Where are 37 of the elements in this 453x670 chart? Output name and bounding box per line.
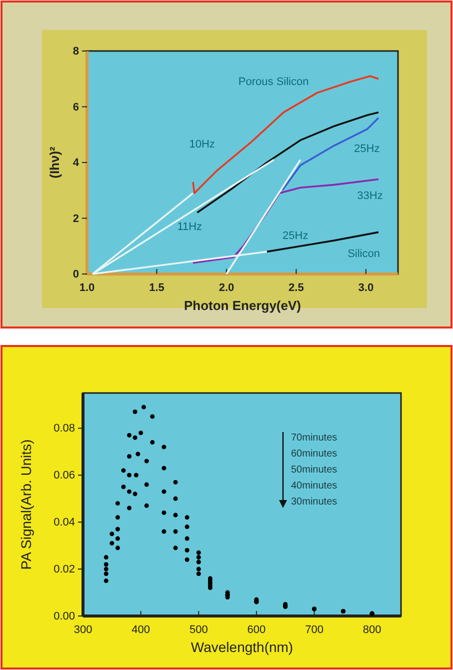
annotation: 30minutes	[291, 496, 338, 508]
x-tick-label: 1.0	[79, 282, 95, 294]
annotation: 10Hz	[189, 138, 215, 151]
x-tick-label: 300	[74, 624, 92, 636]
y-tick-label: 2	[72, 212, 79, 225]
x-axis-title: Wavelength(nm)	[190, 639, 294, 655]
x-tick-label: 3.0	[358, 282, 374, 294]
y-tick-label: 0.04	[54, 516, 75, 529]
x-tick-label: 600	[247, 624, 266, 636]
x-tick-label: 800	[362, 624, 382, 636]
x-tick-label: 500	[189, 624, 208, 636]
y-tick-label: 6	[72, 101, 79, 114]
y-tick-label: 0	[72, 268, 79, 281]
x-tick-label: 2.0	[218, 282, 234, 294]
y-axis-title: (Ihν)²	[47, 146, 62, 178]
x-tick-label: 1.5	[149, 282, 164, 294]
annotation: Silicon	[348, 248, 380, 260]
y-tick-label: 0.06	[54, 470, 75, 482]
x-axis-title: Photon Energy(eV)	[184, 298, 302, 313]
annotation: 60minutes	[291, 448, 338, 460]
x-tick-label: 2.5	[288, 282, 304, 294]
y-tick-label: 0.00	[54, 610, 75, 623]
y-tick-label: 4	[72, 157, 80, 170]
x-tick-label: 400	[132, 624, 150, 636]
x-tick-label: 700	[305, 624, 324, 636]
y-tick-label: 8	[72, 46, 79, 58]
annotation: 70minutes	[291, 432, 338, 444]
annotation: Porous Silicon	[238, 76, 309, 88]
annotation: 40minutes	[291, 480, 338, 492]
y-tick-label: 0.02	[54, 564, 75, 576]
y-axis-title: PA Signal(Arb. Units)	[18, 439, 34, 570]
annotation: 11Hz	[177, 221, 202, 234]
y-tick-label: 0.08	[54, 422, 75, 435]
annotation: 25Hz	[282, 230, 308, 242]
annotation: 25Hz	[354, 143, 380, 156]
annotation: 50minutes	[291, 464, 338, 476]
annotation: 33Hz	[357, 190, 383, 202]
